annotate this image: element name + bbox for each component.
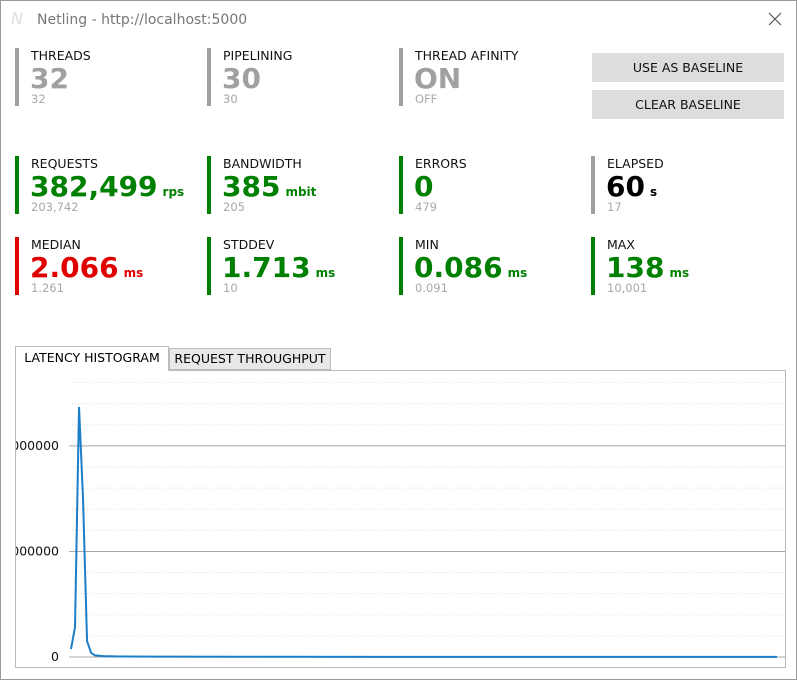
metric-number: 382,499 bbox=[30, 170, 158, 203]
close-button[interactable] bbox=[768, 12, 782, 26]
metric-baseline: 30 bbox=[223, 92, 238, 106]
metric-label: MEDIAN bbox=[31, 237, 81, 252]
metric-number: 385 bbox=[222, 170, 281, 203]
tab[interactable]: LATENCY HISTOGRAM bbox=[15, 346, 169, 371]
metric-baseline: 479 bbox=[415, 200, 437, 214]
metric-unit: s bbox=[649, 185, 658, 199]
metric-label: PIPELINING bbox=[223, 48, 293, 63]
metric-unit: ms bbox=[669, 266, 690, 280]
y-tick-label: 2000000 bbox=[16, 438, 59, 453]
metric-label: THREAD AFINITY bbox=[415, 48, 519, 63]
metric-label: THREADS bbox=[31, 48, 91, 63]
metric-unit: ms bbox=[315, 266, 336, 280]
indicator-bar bbox=[591, 156, 595, 214]
metric-baseline: 10 bbox=[223, 281, 238, 295]
window-title: Netling - http://localhost:5000 bbox=[37, 12, 248, 28]
metric: REQUESTS 382,499 rps 203,742 bbox=[15, 156, 195, 214]
chart-panel: 0 1000000 2000000 bbox=[15, 370, 786, 668]
metric-baseline: OFF bbox=[415, 92, 438, 106]
metric-baseline: 1.261 bbox=[31, 281, 64, 295]
metric: ERRORS 0 479 bbox=[399, 156, 579, 214]
indicator-bar bbox=[207, 156, 211, 214]
metric-baseline: 205 bbox=[223, 200, 245, 214]
metric-value: 385 mbit bbox=[222, 170, 316, 203]
indicator-bar bbox=[399, 156, 403, 214]
metric-unit: ms bbox=[507, 266, 528, 280]
metric-value: 30 bbox=[222, 62, 261, 95]
metric-number: ON bbox=[414, 62, 462, 95]
indicator-bar bbox=[15, 237, 19, 295]
button[interactable]: CLEAR BASELINE bbox=[592, 90, 784, 119]
metric-label: ELAPSED bbox=[607, 156, 664, 171]
y-tick-label: 0 bbox=[51, 649, 59, 664]
metric-value: 0.086 ms bbox=[414, 251, 527, 284]
metric-baseline: 203,742 bbox=[31, 200, 79, 214]
metric-value: 60 s bbox=[606, 170, 657, 203]
metric-label: BANDWIDTH bbox=[223, 156, 302, 171]
metric: MEDIAN 2.066 ms 1.261 bbox=[15, 237, 195, 295]
metric: BANDWIDTH 385 mbit 205 bbox=[207, 156, 387, 214]
metric: THREAD AFINITY ON OFF bbox=[399, 48, 579, 106]
metric: MIN 0.086 ms 0.091 bbox=[399, 237, 579, 295]
metric-baseline: 17 bbox=[607, 200, 622, 214]
metric-baseline: 32 bbox=[31, 92, 46, 106]
tab[interactable]: REQUEST THROUGHPUT bbox=[169, 348, 331, 370]
metric-label: ERRORS bbox=[415, 156, 467, 171]
metric-label: STDDEV bbox=[223, 237, 275, 252]
metric: STDDEV 1.713 ms 10 bbox=[207, 237, 387, 295]
metric-value: 0 bbox=[414, 170, 433, 203]
indicator-bar bbox=[15, 156, 19, 214]
indicator-bar bbox=[399, 48, 403, 106]
metric-label: REQUESTS bbox=[31, 156, 98, 171]
metric-number: 1.713 bbox=[222, 251, 311, 284]
metric-unit: mbit bbox=[285, 185, 317, 199]
metric-number: 30 bbox=[222, 62, 261, 95]
metric-value: ON bbox=[414, 62, 461, 95]
metric-baseline: 0.091 bbox=[415, 281, 448, 295]
indicator-bar bbox=[399, 237, 403, 295]
histogram-line bbox=[70, 407, 777, 658]
button[interactable]: USE AS BASELINE bbox=[592, 53, 784, 82]
indicator-bar bbox=[207, 48, 211, 106]
metric: MAX 138 ms 10,001 bbox=[591, 237, 771, 295]
metric-unit: ms bbox=[123, 266, 144, 280]
metric-value: 382,499 rps bbox=[30, 170, 184, 203]
indicator-bar bbox=[207, 237, 211, 295]
metric-value: 1.713 ms bbox=[222, 251, 335, 284]
metric-value: 2.066 ms bbox=[30, 251, 143, 284]
metric-label: MIN bbox=[415, 237, 439, 252]
chart: 0 1000000 2000000 bbox=[16, 382, 785, 664]
metric: THREADS 32 32 bbox=[15, 48, 195, 106]
metric-number: 138 bbox=[606, 251, 665, 284]
metric-number: 0 bbox=[414, 170, 434, 203]
metric-number: 2.066 bbox=[30, 251, 119, 284]
y-tick-label: 1000000 bbox=[16, 543, 59, 558]
metric-number: 32 bbox=[30, 62, 69, 95]
metric-number: 0.086 bbox=[414, 251, 503, 284]
metric: PIPELINING 30 30 bbox=[207, 48, 387, 106]
indicator-bar bbox=[15, 48, 19, 106]
metric-baseline: 10,001 bbox=[607, 281, 648, 295]
metric-number: 60 bbox=[606, 170, 645, 203]
metric: ELAPSED 60 s 17 bbox=[591, 156, 771, 214]
indicator-bar bbox=[591, 237, 595, 295]
metric-value: 32 bbox=[30, 62, 69, 95]
metric-unit: rps bbox=[162, 185, 185, 199]
metric-label: MAX bbox=[607, 237, 635, 252]
metric-value: 138 ms bbox=[606, 251, 689, 284]
app-icon: N bbox=[11, 9, 23, 28]
